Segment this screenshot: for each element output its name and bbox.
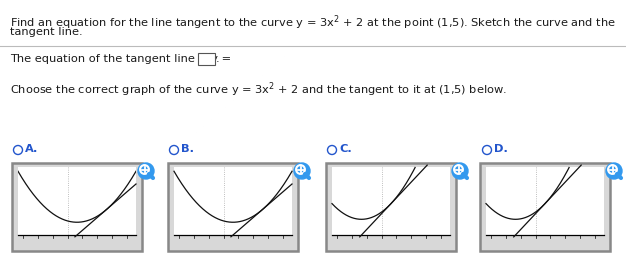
Bar — [12, 163, 142, 251]
Bar — [18, 167, 136, 235]
Bar — [198, 53, 215, 65]
Circle shape — [606, 163, 622, 179]
Circle shape — [138, 163, 154, 179]
Bar — [332, 167, 450, 235]
Text: Choose the correct graph of the curve y = 3x$^{2}$ + 2 and the tangent to it at : Choose the correct graph of the curve y … — [10, 80, 507, 99]
Text: C.: C. — [339, 145, 352, 155]
Circle shape — [294, 163, 310, 179]
Bar — [326, 163, 456, 251]
Text: Find an equation for the line tangent to the curve y = 3x$^{2}$ + 2 at the point: Find an equation for the line tangent to… — [10, 13, 616, 32]
Bar — [480, 163, 610, 251]
Bar — [174, 167, 292, 235]
Bar — [486, 167, 604, 235]
Text: The equation of the tangent line is y =: The equation of the tangent line is y = — [10, 54, 231, 64]
Text: tangent line.: tangent line. — [10, 27, 83, 37]
Text: D.: D. — [494, 145, 508, 155]
Text: B.: B. — [181, 145, 194, 155]
Text: .: . — [216, 54, 220, 64]
Bar — [168, 163, 298, 251]
Text: A.: A. — [25, 145, 38, 155]
Circle shape — [452, 163, 468, 179]
